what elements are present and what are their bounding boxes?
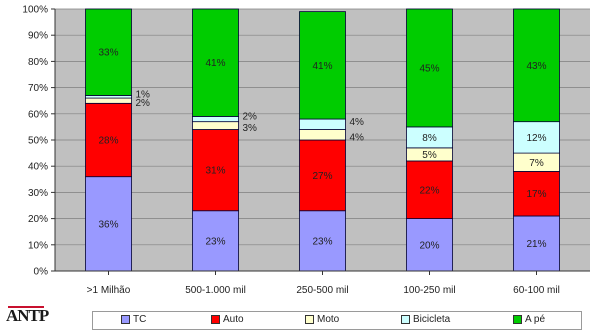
bars: 36%28%2%1%33%23%31%3%2%41%23%27%4%4%41%2… [85, 8, 560, 272]
data-label: 8% [422, 133, 437, 144]
y-tick-label: 30% [28, 188, 48, 199]
y-tick-label: 90% [28, 31, 48, 42]
data-label: 45% [419, 63, 439, 74]
data-label: 31% [205, 166, 225, 177]
data-label: 36% [98, 219, 118, 230]
data-label: 4% [350, 117, 365, 128]
y-tick-label: 20% [28, 214, 48, 225]
data-label: 20% [419, 240, 439, 251]
legend-swatch [305, 315, 314, 324]
data-label: 27% [312, 171, 332, 182]
bar-segment-moto [85, 97, 132, 104]
x-tick-label: 100-250 mil [403, 285, 455, 296]
legend-label: Bicicleta [413, 314, 451, 325]
data-label: 1% [136, 89, 151, 100]
bar-segment-moto [192, 121, 239, 130]
bar-segment-tc [192, 210, 239, 272]
data-label: 2% [243, 112, 258, 123]
legend-swatch [211, 315, 220, 324]
data-label: 33% [98, 48, 118, 59]
bar-segment-a-p- [192, 8, 239, 117]
bar-segment-a-p- [513, 8, 560, 123]
legend-swatch [121, 315, 130, 324]
legend-label: A pé [525, 314, 546, 325]
y-tick-label: 10% [28, 240, 48, 251]
data-label: 43% [526, 61, 546, 72]
bar-segment-tc [299, 210, 346, 272]
data-label: 23% [312, 236, 332, 247]
bar-segment-bicicleta [192, 116, 239, 123]
data-label: 7% [529, 158, 544, 169]
y-tick-label: 50% [28, 136, 48, 147]
x-tick-label: 250-500 mil [296, 285, 348, 296]
x-tick-label: 500-1.000 mil [185, 285, 246, 296]
stacked-bar-chart: 0% 10% 20% 30% 40% 50% 60% 70% 80% 90% 100% 36% 28%… [22, 5, 590, 296]
data-label: 41% [205, 58, 225, 69]
y-tick-label: 80% [28, 57, 48, 68]
bar-segment-a-p- [85, 8, 132, 96]
legend-item: Auto [211, 314, 244, 325]
legend-item: TC [121, 314, 146, 325]
data-label: 23% [205, 236, 225, 247]
legend-swatch [513, 315, 522, 324]
y-axis: 0% 10% 20% 30% 40% 50% 60% 70% 80% 90% 100% [22, 5, 56, 278]
logo-text: ANTP [6, 306, 49, 325]
chart-legend: TC Auto Moto Bicicleta A pé [92, 311, 582, 330]
data-label: 28% [98, 136, 118, 147]
x-axis: >1 Milhão 500-1.000 mil 250-500 mil 100-250… [55, 270, 590, 296]
antp-logo: ANTP [6, 306, 49, 328]
data-label: 5% [422, 150, 437, 161]
legend-label: Auto [223, 314, 244, 325]
bar-segment-auto [406, 160, 453, 220]
bar-segment-a-p- [299, 11, 346, 120]
legend-label: TC [133, 314, 147, 325]
data-label: 22% [419, 185, 439, 196]
bar-segment-a-p- [406, 8, 453, 128]
bar-segment-moto [299, 129, 346, 141]
bar-segment-bicicleta [513, 121, 560, 154]
data-label: 4% [350, 132, 365, 143]
x-tick-label: >1 Milhão [87, 285, 131, 296]
y-tick-label: 40% [28, 162, 48, 173]
data-label: 41% [312, 61, 332, 72]
legend-item: A pé [513, 314, 545, 325]
logo-accent-bar [8, 306, 44, 308]
bar-segment-auto [85, 102, 132, 178]
y-tick-label: 60% [28, 109, 48, 120]
data-label: 2% [136, 98, 151, 109]
data-label: 3% [243, 123, 258, 134]
x-tick-label: 60-100 mil [513, 285, 560, 296]
legend-label: Moto [317, 314, 340, 325]
data-label: 21% [526, 239, 546, 250]
bar-segment-bicicleta [299, 118, 346, 130]
data-label: 17% [526, 189, 546, 200]
legend-item: Bicicleta [401, 314, 450, 325]
bar-segment-auto [192, 129, 239, 212]
y-tick-label: 100% [22, 5, 48, 16]
y-tick-label: 70% [28, 83, 48, 94]
legend-swatch [401, 315, 410, 324]
y-tick-label: 0% [34, 267, 49, 278]
data-label: 12% [526, 133, 546, 144]
legend-item: Moto [305, 314, 339, 325]
